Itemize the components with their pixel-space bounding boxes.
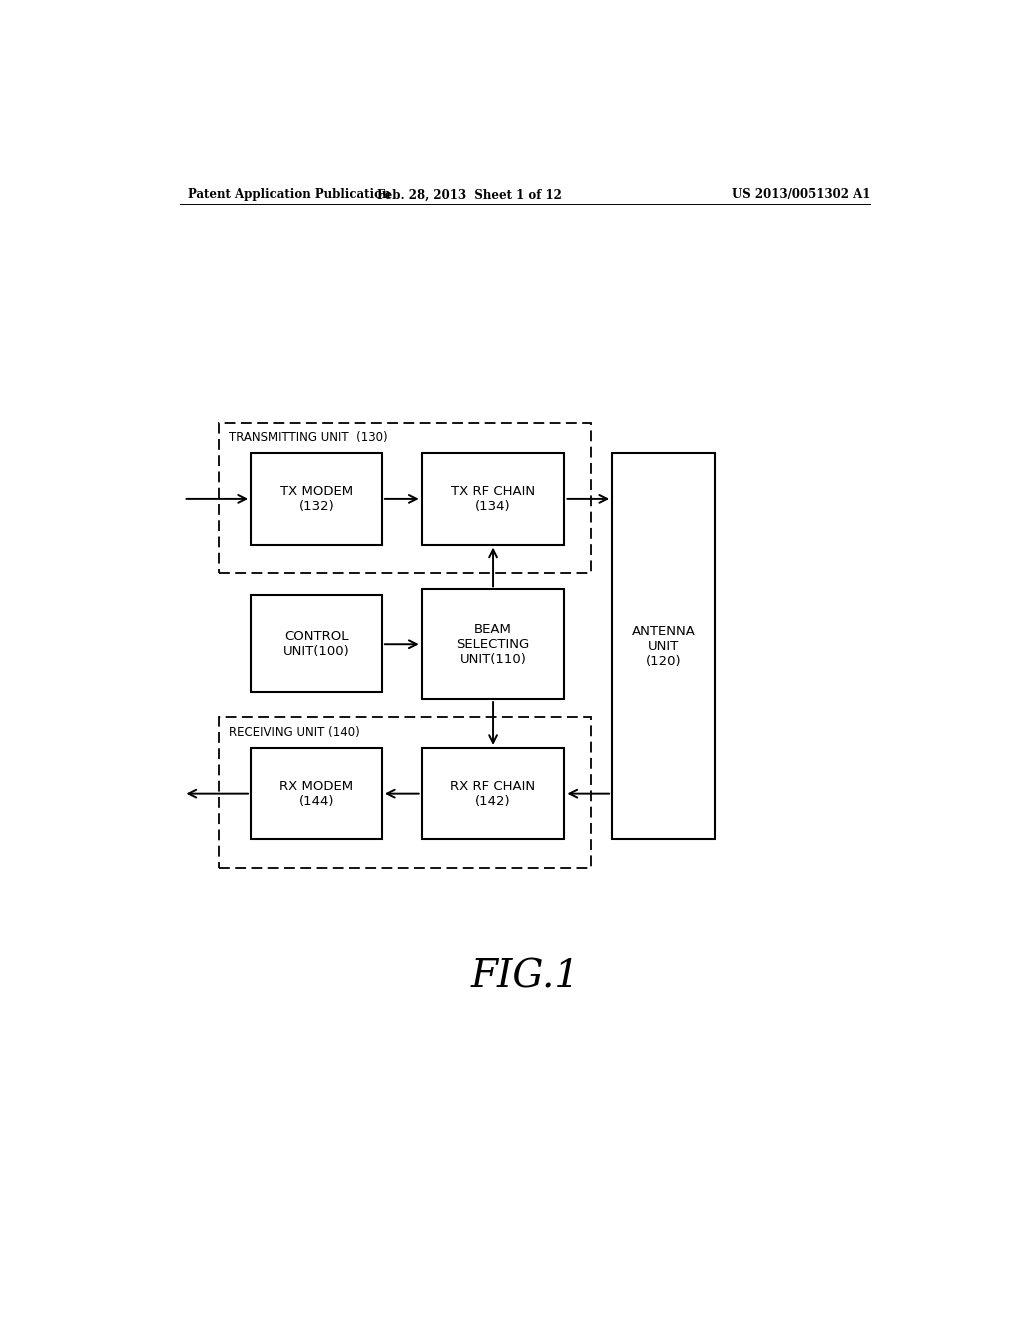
Bar <box>251 595 382 692</box>
Text: Patent Application Publication: Patent Application Publication <box>187 189 390 202</box>
Text: RX RF CHAIN
(142): RX RF CHAIN (142) <box>451 780 536 808</box>
Bar <box>612 453 715 840</box>
Bar <box>251 453 382 545</box>
Text: CONTROL
UNIT(100): CONTROL UNIT(100) <box>283 630 350 657</box>
Bar <box>219 718 591 867</box>
Text: RX MODEM
(144): RX MODEM (144) <box>280 780 353 808</box>
Bar <box>422 589 564 700</box>
Text: US 2013/0051302 A1: US 2013/0051302 A1 <box>731 189 870 202</box>
Text: TRANSMITTING UNIT  (130): TRANSMITTING UNIT (130) <box>228 430 387 444</box>
Text: ANTENNA
UNIT
(120): ANTENNA UNIT (120) <box>632 624 695 668</box>
Text: TX MODEM
(132): TX MODEM (132) <box>280 484 353 513</box>
Text: BEAM
SELECTING
UNIT(110): BEAM SELECTING UNIT(110) <box>457 623 529 665</box>
Text: FIG.1: FIG.1 <box>470 958 580 995</box>
Bar <box>422 748 564 840</box>
Text: RECEIVING UNIT (140): RECEIVING UNIT (140) <box>228 726 359 739</box>
Bar <box>422 453 564 545</box>
Text: TX RF CHAIN
(134): TX RF CHAIN (134) <box>451 484 536 513</box>
Bar <box>251 748 382 840</box>
Text: Feb. 28, 2013  Sheet 1 of 12: Feb. 28, 2013 Sheet 1 of 12 <box>377 189 562 202</box>
Bar <box>219 422 591 573</box>
